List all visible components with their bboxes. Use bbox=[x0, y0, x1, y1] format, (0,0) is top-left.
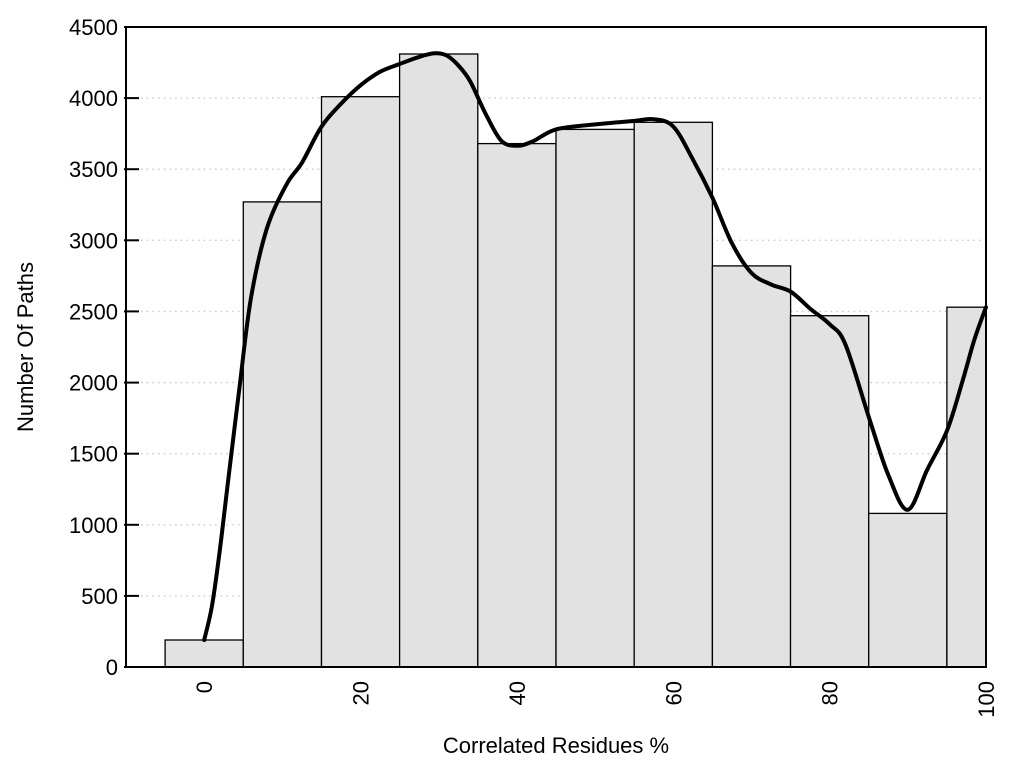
histogram-bar bbox=[711, 265, 792, 668]
x-axis-title: Correlated Residues % bbox=[442, 733, 670, 758]
histogram-bar bbox=[320, 96, 401, 668]
histogram-bar bbox=[164, 639, 244, 668]
plot-border bbox=[125, 26, 987, 668]
histogram-bar bbox=[555, 128, 635, 668]
x-tick-label: 40 bbox=[505, 681, 530, 705]
y-tick-label: 0 bbox=[106, 655, 118, 680]
x-tick-label: 80 bbox=[818, 681, 843, 705]
density-curve bbox=[202, 51, 988, 642]
y-tick-label: 1500 bbox=[69, 442, 118, 467]
histogram-bar bbox=[868, 512, 948, 668]
y-tick-label: 1000 bbox=[69, 513, 118, 538]
x-tick-label: 60 bbox=[661, 681, 686, 705]
histogram-bar bbox=[477, 142, 557, 668]
histogram-bar bbox=[633, 121, 714, 668]
y-tick-label: 4000 bbox=[69, 86, 118, 111]
y-tick-label: 3000 bbox=[69, 228, 118, 253]
y-tick-label: 2000 bbox=[69, 371, 118, 396]
histogram-bar bbox=[789, 315, 870, 668]
x-tick-label: 0 bbox=[192, 681, 217, 693]
x-tick-label: 20 bbox=[349, 681, 374, 705]
histogram-bar bbox=[398, 53, 479, 668]
y-axis-title: Number Of Paths bbox=[8, 27, 44, 667]
x-tick-label: 100 bbox=[974, 681, 999, 718]
y-tick-label: 4500 bbox=[69, 15, 118, 40]
y-axis-title-text: Number Of Paths bbox=[13, 262, 38, 432]
y-tick-label: 500 bbox=[81, 584, 118, 609]
y-tick-label: 2500 bbox=[69, 299, 118, 324]
y-tick-label: 3500 bbox=[69, 157, 118, 182]
